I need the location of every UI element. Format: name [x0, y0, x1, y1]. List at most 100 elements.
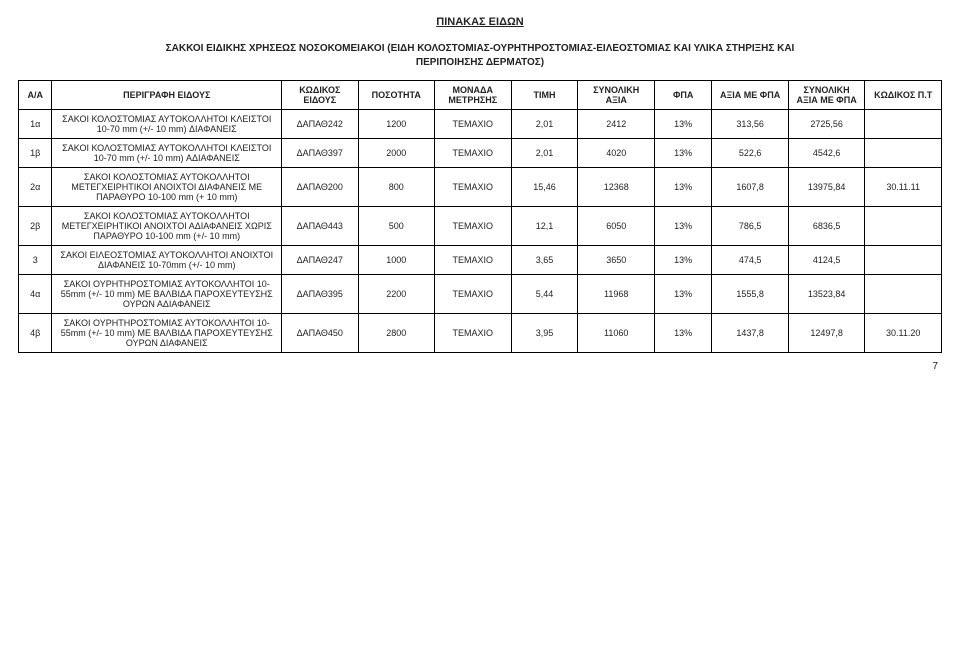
cell-total: 12368: [578, 168, 655, 207]
th-unit: ΜΟΝΑΔΑ ΜΕΤΡΗΣΗΣ: [435, 81, 512, 110]
cell-aa: 3: [19, 246, 52, 275]
cell-vatamt: 522,6: [712, 139, 789, 168]
cell-aa: 4α: [19, 275, 52, 314]
table-row: 1αΣΑΚΟΙ ΚΟΛΟΣΤΟΜΙΑΣ ΑΥΤΟΚΟΛΛΗΤΟΙ ΚΛΕΙΣΤΟ…: [19, 110, 942, 139]
cell-unit: ΤΕΜΑΧΙΟ: [435, 275, 512, 314]
cell-unit: ΤΕΜΑΧΙΟ: [435, 207, 512, 246]
th-grand: ΣΥΝΟΛΙΚΗ ΑΞΙΑ ΜΕ ΦΠΑ: [788, 81, 865, 110]
cell-total: 4020: [578, 139, 655, 168]
cell-grand: 4542,6: [788, 139, 865, 168]
cell-vatamt: 1437,8: [712, 314, 789, 353]
cell-grand: 6836,5: [788, 207, 865, 246]
cell-aa: 2β: [19, 207, 52, 246]
cell-code: ΔΑΠΑΘ443: [282, 207, 359, 246]
table-header-row: Α/Α ΠΕΡΙΓΡΑΦΗ ΕΙΔΟΥΣ ΚΩΔΙΚΟΣ ΕΙΔΟΥΣ ΠΟΣΟ…: [19, 81, 942, 110]
cell-total: 11968: [578, 275, 655, 314]
table-body: 1αΣΑΚΟΙ ΚΟΛΟΣΤΟΜΙΑΣ ΑΥΤΟΚΟΛΛΗΤΟΙ ΚΛΕΙΣΤΟ…: [19, 110, 942, 353]
th-desc: ΠΕΡΙΓΡΑΦΗ ΕΙΔΟΥΣ: [52, 81, 282, 110]
cell-price: 5,44: [511, 275, 578, 314]
th-pt: ΚΩΔΙΚΟΣ Π.Τ: [865, 81, 942, 110]
cell-grand: 13975,84: [788, 168, 865, 207]
cell-vatamt: 1607,8: [712, 168, 789, 207]
table-row: 4αΣΑΚΟΙ ΟΥΡΗΤΗΡΟΣΤΟΜΙΑΣ ΑΥΤΟΚΟΛΛΗΤΟΙ 10-…: [19, 275, 942, 314]
cell-code: ΔΑΠΑΘ395: [282, 275, 359, 314]
page-subtitle: ΣΑΚΚΟΙ ΕΙΔΙΚΗΣ ΧΡΗΣΕΩΣ ΝΟΣΟΚΟΜΕΙΑΚΟΙ (ΕΙ…: [18, 42, 942, 70]
cell-qty: 500: [358, 207, 435, 246]
cell-vat: 13%: [654, 275, 711, 314]
cell-unit: ΤΕΜΑΧΙΟ: [435, 168, 512, 207]
th-aa: Α/Α: [19, 81, 52, 110]
cell-pt: [865, 207, 942, 246]
cell-vat: 13%: [654, 168, 711, 207]
cell-price: 12,1: [511, 207, 578, 246]
items-table: Α/Α ΠΕΡΙΓΡΑΦΗ ΕΙΔΟΥΣ ΚΩΔΙΚΟΣ ΕΙΔΟΥΣ ΠΟΣΟ…: [18, 80, 942, 353]
cell-vat: 13%: [654, 314, 711, 353]
cell-desc: ΣΑΚΟΙ ΚΟΛΟΣΤΟΜΙΑΣ ΑΥΤΟΚΟΛΛΗΤΟΙ ΜΕΤΕΓΧΕΙΡ…: [52, 168, 282, 207]
cell-total: 2412: [578, 110, 655, 139]
subtitle-line2: ΠΕΡΙΠΟΙΗΣΗΣ ΔΕΡΜΑΤΟΣ): [416, 57, 544, 68]
cell-pt: [865, 139, 942, 168]
table-row: 2βΣΑΚΟΙ ΚΟΛΟΣΤΟΜΙΑΣ ΑΥΤΟΚΟΛΛΗΤΟΙ ΜΕΤΕΓΧΕ…: [19, 207, 942, 246]
table-row: 3ΣΑΚΟΙ ΕΙΛΕΟΣΤΟΜΙΑΣ ΑΥΤΟΚΟΛΛΗΤΟΙ ΑΝΟΙΧΤΟ…: [19, 246, 942, 275]
cell-aa: 1α: [19, 110, 52, 139]
cell-aa: 2α: [19, 168, 52, 207]
cell-code: ΔΑΠΑΘ247: [282, 246, 359, 275]
cell-pt: [865, 246, 942, 275]
subtitle-line1: ΣΑΚΚΟΙ ΕΙΔΙΚΗΣ ΧΡΗΣΕΩΣ ΝΟΣΟΚΟΜΕΙΑΚΟΙ (ΕΙ…: [166, 43, 795, 54]
cell-qty: 1000: [358, 246, 435, 275]
cell-desc: ΣΑΚΟΙ ΟΥΡΗΤΗΡΟΣΤΟΜΙΑΣ ΑΥΤΟΚΟΛΛΗΤΟΙ 10-55…: [52, 314, 282, 353]
cell-desc: ΣΑΚΟΙ ΕΙΛΕΟΣΤΟΜΙΑΣ ΑΥΤΟΚΟΛΛΗΤΟΙ ΑΝΟΙΧΤΟΙ…: [52, 246, 282, 275]
th-price: ΤΙΜΗ: [511, 81, 578, 110]
cell-price: 3,95: [511, 314, 578, 353]
table-row: 1βΣΑΚΟΙ ΚΟΛΟΣΤΟΜΙΑΣ ΑΥΤΟΚΟΛΛΗΤΟΙ ΚΛΕΙΣΤΟ…: [19, 139, 942, 168]
cell-qty: 800: [358, 168, 435, 207]
cell-aa: 4β: [19, 314, 52, 353]
th-qty: ΠΟΣΟΤΗΤΑ: [358, 81, 435, 110]
cell-pt: [865, 110, 942, 139]
cell-price: 2,01: [511, 139, 578, 168]
cell-grand: 13523,84: [788, 275, 865, 314]
cell-unit: ΤΕΜΑΧΙΟ: [435, 246, 512, 275]
cell-price: 3,65: [511, 246, 578, 275]
cell-pt: [865, 275, 942, 314]
cell-unit: ΤΕΜΑΧΙΟ: [435, 314, 512, 353]
cell-grand: 12497,8: [788, 314, 865, 353]
cell-vat: 13%: [654, 139, 711, 168]
cell-code: ΔΑΠΑΘ450: [282, 314, 359, 353]
cell-qty: 2200: [358, 275, 435, 314]
cell-unit: ΤΕΜΑΧΙΟ: [435, 139, 512, 168]
table-row: 2αΣΑΚΟΙ ΚΟΛΟΣΤΟΜΙΑΣ ΑΥΤΟΚΟΛΛΗΤΟΙ ΜΕΤΕΓΧΕ…: [19, 168, 942, 207]
cell-vat: 13%: [654, 207, 711, 246]
cell-aa: 1β: [19, 139, 52, 168]
cell-desc: ΣΑΚΟΙ ΚΟΛΟΣΤΟΜΙΑΣ ΑΥΤΟΚΟΛΛΗΤΟΙ ΜΕΤΕΓΧΕΙΡ…: [52, 207, 282, 246]
cell-total: 11060: [578, 314, 655, 353]
cell-code: ΔΑΠΑΘ397: [282, 139, 359, 168]
cell-desc: ΣΑΚΟΙ ΟΥΡΗΤΗΡΟΣΤΟΜΙΑΣ ΑΥΤΟΚΟΛΛΗΤΟΙ 10-55…: [52, 275, 282, 314]
cell-qty: 2800: [358, 314, 435, 353]
th-vat: ΦΠΑ: [654, 81, 711, 110]
cell-price: 15,46: [511, 168, 578, 207]
cell-vatamt: 474,5: [712, 246, 789, 275]
cell-grand: 4124,5: [788, 246, 865, 275]
cell-vat: 13%: [654, 110, 711, 139]
cell-code: ΔΑΠΑΘ242: [282, 110, 359, 139]
cell-vat: 13%: [654, 246, 711, 275]
cell-total: 3650: [578, 246, 655, 275]
cell-desc: ΣΑΚΟΙ ΚΟΛΟΣΤΟΜΙΑΣ ΑΥΤΟΚΟΛΛΗΤΟΙ ΚΛΕΙΣΤΟΙ …: [52, 139, 282, 168]
cell-vatamt: 313,56: [712, 110, 789, 139]
cell-price: 2,01: [511, 110, 578, 139]
cell-qty: 2000: [358, 139, 435, 168]
cell-total: 6050: [578, 207, 655, 246]
cell-desc: ΣΑΚΟΙ ΚΟΛΟΣΤΟΜΙΑΣ ΑΥΤΟΚΟΛΛΗΤΟΙ ΚΛΕΙΣΤΟΙ …: [52, 110, 282, 139]
cell-code: ΔΑΠΑΘ200: [282, 168, 359, 207]
cell-vatamt: 786,5: [712, 207, 789, 246]
cell-pt: 30.11.20: [865, 314, 942, 353]
page-title: ΠΙΝΑΚΑΣ ΕΙΔΩΝ: [18, 16, 942, 28]
table-row: 4βΣΑΚΟΙ ΟΥΡΗΤΗΡΟΣΤΟΜΙΑΣ ΑΥΤΟΚΟΛΛΗΤΟΙ 10-…: [19, 314, 942, 353]
cell-vatamt: 1555,8: [712, 275, 789, 314]
th-vatamt: ΑΞΙΑ ΜΕ ΦΠΑ: [712, 81, 789, 110]
cell-grand: 2725,56: [788, 110, 865, 139]
cell-unit: ΤΕΜΑΧΙΟ: [435, 110, 512, 139]
th-total: ΣΥΝΟΛΙΚΗ ΑΞΙΑ: [578, 81, 655, 110]
cell-pt: 30.11.11: [865, 168, 942, 207]
